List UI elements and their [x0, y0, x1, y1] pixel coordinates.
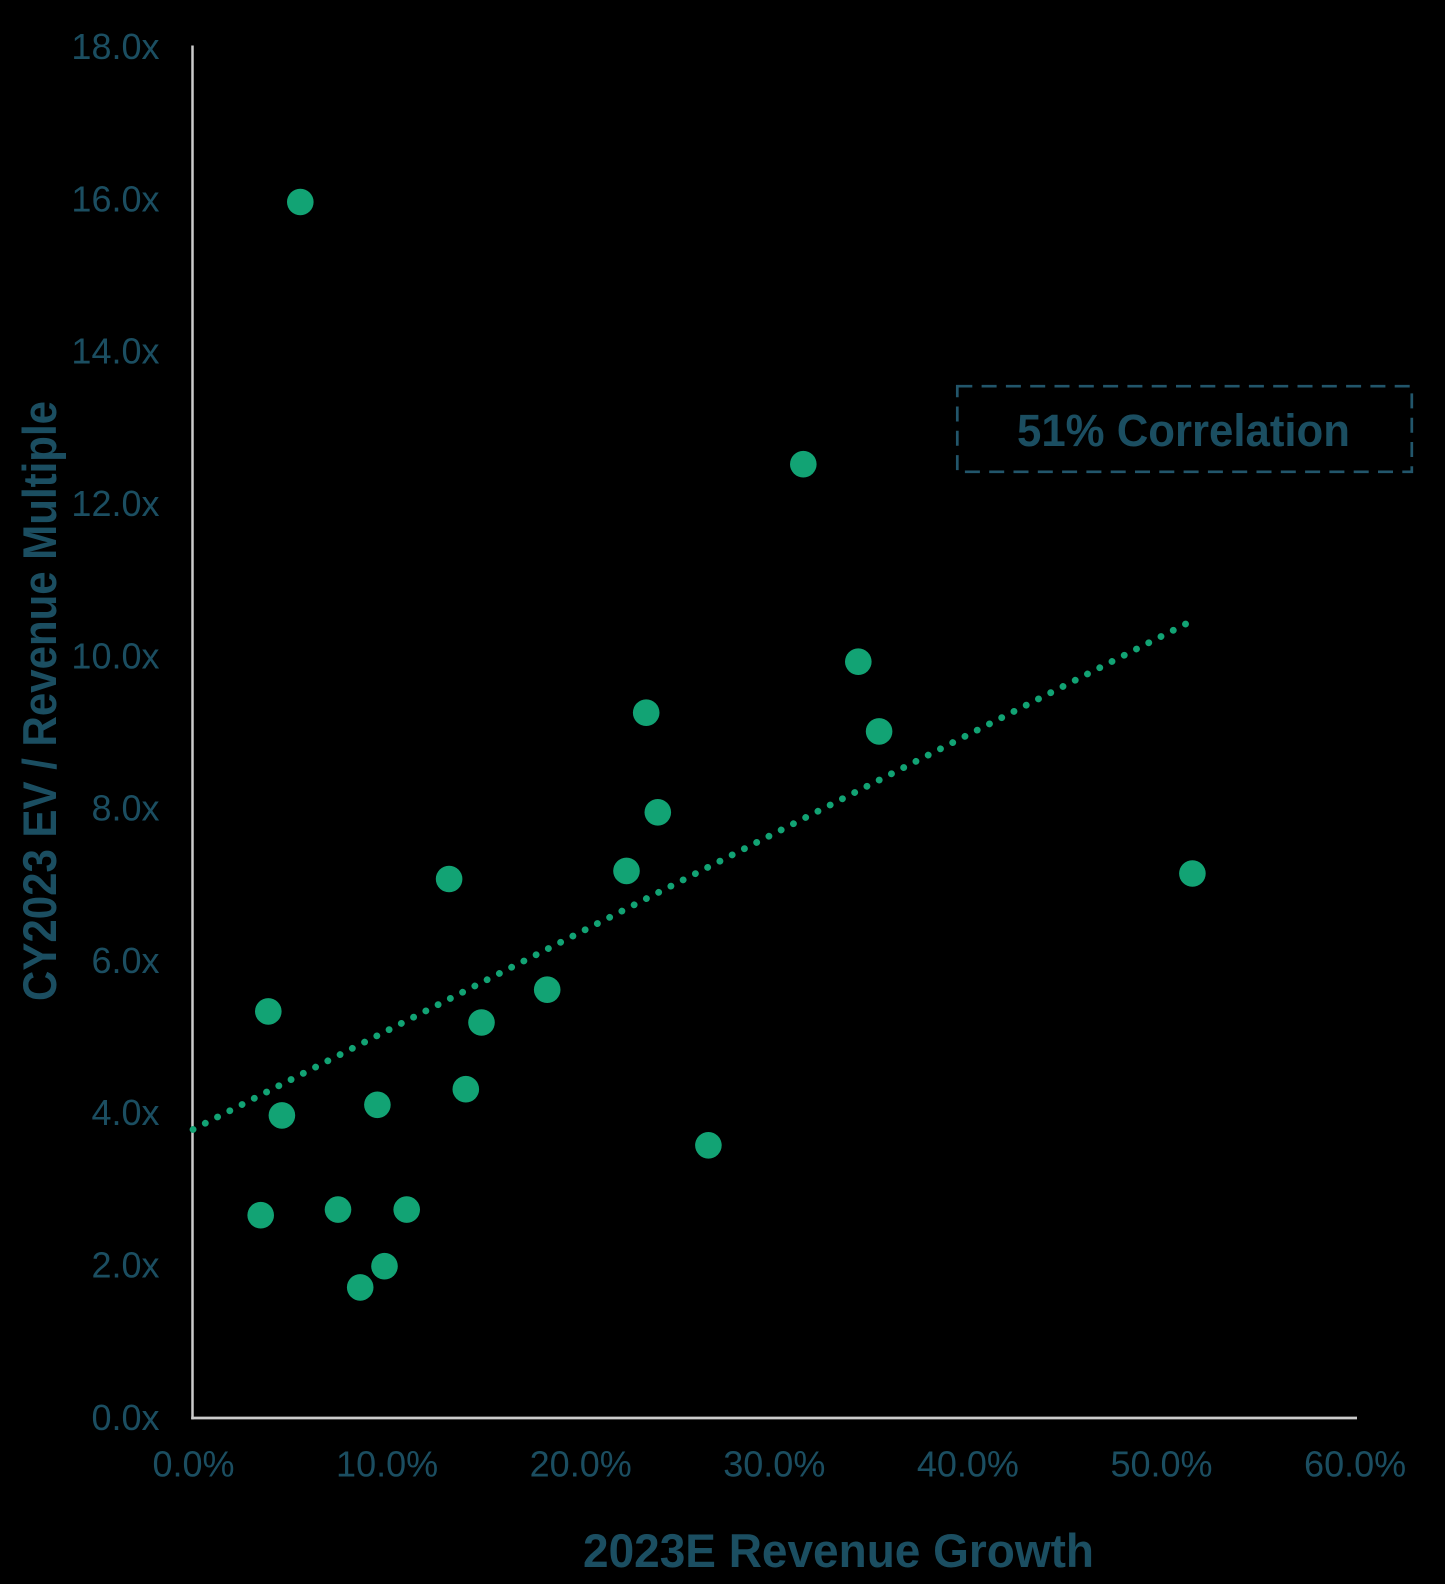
svg-text:4.0x: 4.0x	[91, 1092, 159, 1133]
svg-text:8.0x: 8.0x	[91, 788, 159, 829]
svg-text:51% Correlation: 51% Correlation	[1017, 405, 1350, 456]
svg-text:14.0x: 14.0x	[71, 331, 159, 372]
svg-text:20.0%: 20.0%	[530, 1443, 632, 1484]
svg-text:6.0x: 6.0x	[91, 940, 159, 981]
svg-text:60.0%: 60.0%	[1304, 1443, 1406, 1484]
svg-text:50.0%: 50.0%	[1110, 1443, 1212, 1484]
svg-text:12.0x: 12.0x	[71, 483, 159, 524]
svg-text:0.0x: 0.0x	[91, 1397, 159, 1438]
svg-text:2023E Revenue Growth: 2023E Revenue Growth	[583, 1524, 1094, 1577]
svg-text:18.0x: 18.0x	[71, 26, 159, 67]
svg-text:CY2023 EV / Revenue Multiple: CY2023 EV / Revenue Multiple	[13, 401, 66, 1001]
svg-text:0.0%: 0.0%	[152, 1443, 234, 1484]
svg-text:10.0%: 10.0%	[336, 1443, 438, 1484]
svg-text:10.0x: 10.0x	[71, 635, 159, 676]
svg-text:16.0x: 16.0x	[71, 178, 159, 219]
svg-text:2.0x: 2.0x	[91, 1245, 159, 1286]
svg-text:40.0%: 40.0%	[917, 1443, 1019, 1484]
svg-text:30.0%: 30.0%	[723, 1443, 825, 1484]
